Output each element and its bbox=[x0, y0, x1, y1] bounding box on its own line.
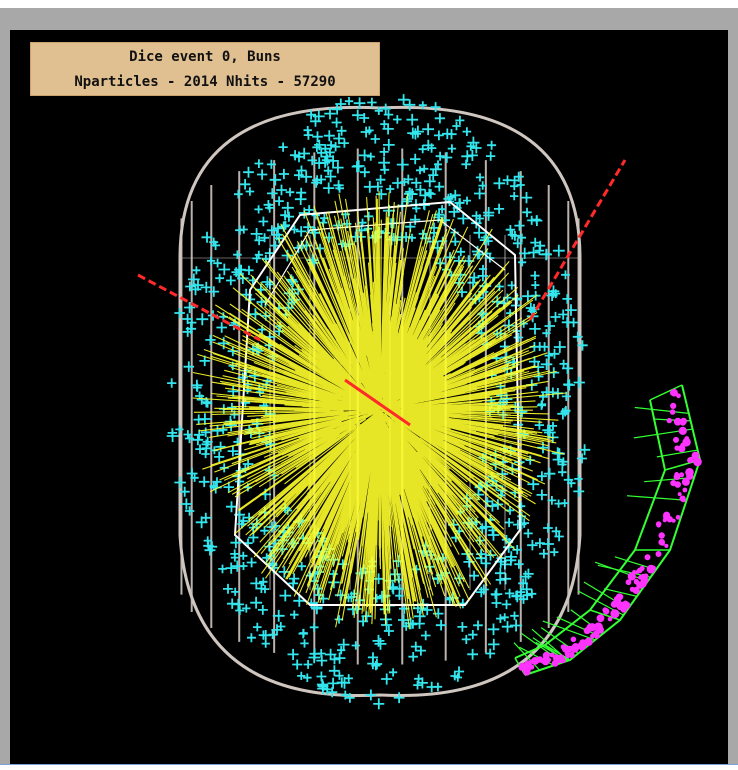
window-frame: Dice event 0, Buns Nparticles - 2014 Nhi… bbox=[0, 8, 738, 764]
event-stats: Nparticles - 2014 Nhits - 57290 bbox=[74, 74, 336, 90]
event-display-scene bbox=[137, 94, 702, 710]
calorimeter-segment bbox=[513, 384, 702, 676]
particle-tracks bbox=[192, 191, 567, 630]
divider bbox=[0, 764, 738, 765]
event-title: Dice event 0, Buns bbox=[129, 49, 281, 65]
beam-lines bbox=[137, 159, 627, 427]
event-info-label: Dice event 0, Buns Nparticles - 2014 Nhi… bbox=[30, 42, 380, 96]
calorimeter-hits bbox=[518, 388, 702, 676]
event-display-viewport: Dice event 0, Buns Nparticles - 2014 Nhi… bbox=[10, 30, 728, 764]
page-bottom bbox=[0, 765, 738, 770]
